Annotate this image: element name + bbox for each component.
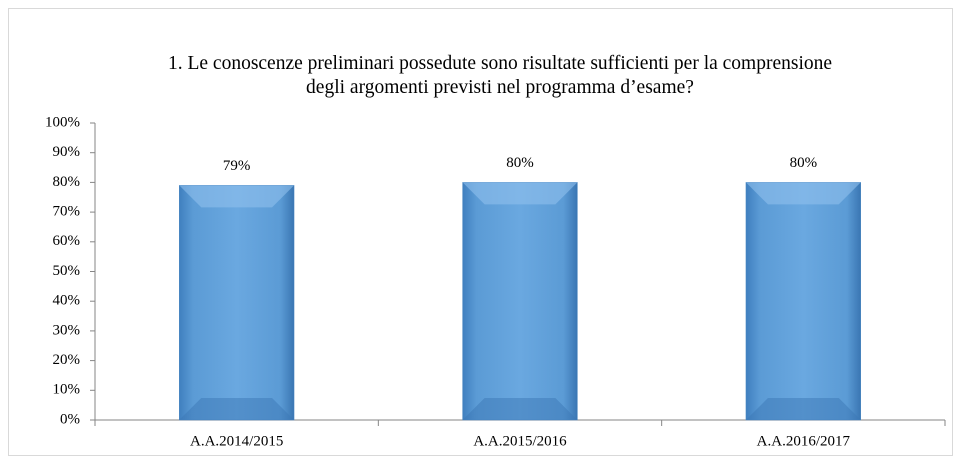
value-label: 79% bbox=[223, 158, 251, 174]
bar-bevel bbox=[179, 398, 295, 420]
bar bbox=[745, 182, 861, 421]
y-tick-label: 50% bbox=[53, 263, 81, 279]
y-tick-label: 10% bbox=[53, 382, 81, 398]
y-tick-label: 0% bbox=[60, 411, 80, 427]
y-tick-label: 100% bbox=[45, 114, 80, 130]
y-tick-label: 40% bbox=[53, 293, 81, 309]
bar-bevel bbox=[462, 182, 578, 205]
chart-title: 1. Le conoscenze preliminari possedute s… bbox=[167, 53, 833, 98]
x-tick-label: A.A.2015/2016 bbox=[473, 433, 567, 449]
bar bbox=[462, 182, 578, 421]
y-tick-label: 30% bbox=[53, 322, 81, 338]
y-tick-label: 90% bbox=[53, 144, 81, 160]
y-tick-label: 20% bbox=[53, 352, 81, 368]
bar-bevel bbox=[745, 398, 861, 420]
y-tick-label: 80% bbox=[53, 174, 81, 190]
bar bbox=[179, 185, 295, 421]
x-tick-label: A.A.2016/2017 bbox=[757, 433, 851, 449]
bar-bevel bbox=[179, 185, 295, 208]
y-tick-label: 70% bbox=[53, 204, 81, 220]
value-label: 80% bbox=[790, 155, 818, 171]
y-tick-label: 60% bbox=[53, 233, 81, 249]
bar-bevel bbox=[745, 182, 861, 205]
chart-frame bbox=[8, 8, 953, 456]
x-tick-label: A.A.2014/2015 bbox=[190, 433, 283, 449]
value-label: 80% bbox=[506, 155, 534, 171]
bar-bevel bbox=[462, 398, 578, 420]
